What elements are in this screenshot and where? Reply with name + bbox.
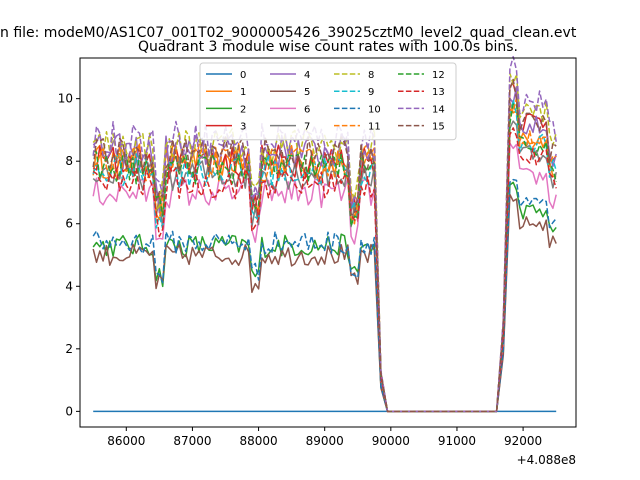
legend-label-14: 14 [432, 104, 445, 115]
legend-label-7: 7 [304, 122, 310, 133]
legend-label-9: 9 [368, 87, 374, 98]
series-line-15 [92, 78, 557, 413]
y-tick-label: 4 [65, 279, 73, 293]
x-tick-label: 88000 [239, 434, 277, 448]
series-line-13 [92, 127, 557, 413]
series-line-8 [92, 72, 557, 413]
legend-label-10: 10 [368, 104, 381, 115]
y-tick-label: 6 [65, 217, 73, 231]
x-tick-label: 89000 [306, 434, 344, 448]
x-axis-offset-label: +4.088e8 [517, 453, 576, 467]
legend-label-11: 11 [368, 122, 381, 133]
figure-suptitle: n file: modeM0/AS1C07_001T02_9000005426_… [0, 25, 577, 41]
x-tick-label: 87000 [173, 434, 211, 448]
legend-label-13: 13 [432, 87, 445, 98]
x-tick-label: 90000 [372, 434, 410, 448]
x-tick-label: 91000 [438, 434, 476, 448]
y-tick-label: 8 [65, 154, 73, 168]
legend-label-1: 1 [240, 87, 246, 98]
axes-frame [79, 57, 577, 428]
y-tick-label: 0 [65, 404, 73, 418]
x-tick-label: 92000 [504, 434, 542, 448]
chart-title: Quadrant 3 module wise count rates with … [138, 39, 518, 55]
legend-label-5: 5 [304, 87, 310, 98]
legend-label-4: 4 [304, 70, 310, 81]
legend-label-2: 2 [240, 104, 246, 115]
legend-label-6: 6 [304, 104, 310, 115]
legend-box [199, 62, 457, 141]
legend-label-8: 8 [368, 70, 374, 81]
legend-label-0: 0 [240, 70, 246, 81]
legend-label-12: 12 [432, 70, 445, 81]
plot-area [92, 55, 557, 413]
legend-label-3: 3 [240, 122, 246, 133]
y-tick-label: 10 [58, 92, 73, 106]
x-tick-label: 86000 [107, 434, 145, 448]
y-tick-label: 2 [65, 342, 73, 356]
legend-label-15: 15 [432, 122, 445, 133]
axis-ticks: 86000 87000 88000 89000 90000 91000 92000 0 2 4 6 8… [58, 92, 542, 448]
